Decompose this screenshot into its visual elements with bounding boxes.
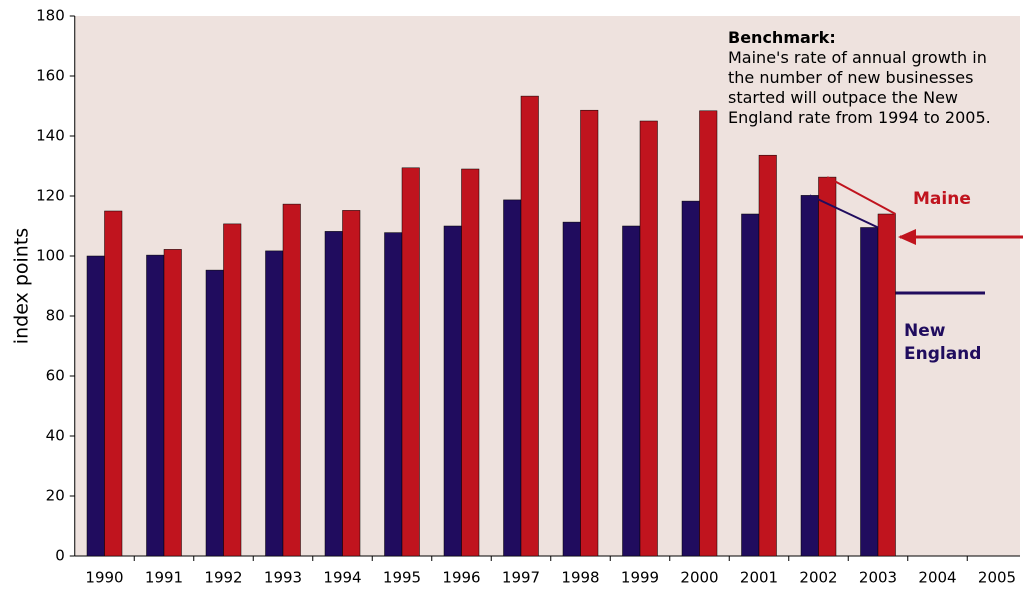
x-tick-label: 1993 xyxy=(264,569,302,587)
arrow-head xyxy=(898,229,916,245)
trend-line xyxy=(809,194,879,229)
annotation-line: England rate from 1994 to 2005. xyxy=(728,108,991,127)
x-tick-label: 1994 xyxy=(323,569,361,587)
bar xyxy=(520,95,539,557)
x-tick-label: 2004 xyxy=(918,569,956,587)
annotation-line: started will outpace the New xyxy=(728,88,958,107)
bar xyxy=(860,227,879,557)
trend-line xyxy=(826,176,896,215)
y-tick-label: 140 xyxy=(36,127,65,145)
x-tick-label: 1991 xyxy=(145,569,183,587)
x-tick-label: 2005 xyxy=(978,569,1016,587)
bar xyxy=(818,176,837,557)
annotation-title: Benchmark: xyxy=(728,28,836,47)
bar xyxy=(681,200,700,557)
y-tick-label: 180 xyxy=(36,7,65,25)
y-tick-label: 80 xyxy=(46,307,65,325)
bar xyxy=(758,154,777,557)
bar xyxy=(580,109,599,557)
bar xyxy=(639,120,658,557)
bar xyxy=(401,167,420,557)
bar xyxy=(699,110,718,557)
bar xyxy=(622,225,641,557)
bar xyxy=(503,199,522,557)
x-tick-label: 1997 xyxy=(502,569,540,587)
bar xyxy=(324,231,343,557)
x-tick-label: 1996 xyxy=(442,569,480,587)
bar xyxy=(146,254,165,557)
y-tick-label: 100 xyxy=(36,247,65,265)
y-axis-label: index points xyxy=(11,228,33,344)
x-tick-label: 1990 xyxy=(85,569,123,587)
bar xyxy=(443,225,462,557)
y-tick-label: 60 xyxy=(46,367,65,385)
bar xyxy=(282,203,301,557)
y-tick-label: 20 xyxy=(46,487,65,505)
annotation-line: Maine's rate of annual growth in xyxy=(728,48,987,67)
annotation: Benchmark: Maine's rate of annual growth… xyxy=(728,28,991,128)
x-tick-label: 1992 xyxy=(204,569,242,587)
bar xyxy=(163,249,182,557)
y-tick-label: 120 xyxy=(36,187,65,205)
x-tick-label: 1998 xyxy=(561,569,599,587)
bar xyxy=(741,213,760,557)
bar xyxy=(86,255,105,557)
bar xyxy=(104,210,123,557)
annotation-body: Maine's rate of annual growth in the numb… xyxy=(728,48,991,128)
bar xyxy=(205,269,224,557)
x-tick-label: 2002 xyxy=(799,569,837,587)
x-tick-label: 1995 xyxy=(383,569,421,587)
bar xyxy=(562,221,581,557)
bar xyxy=(223,223,242,557)
x-tick-label: 2001 xyxy=(740,569,778,587)
legend-label: New England xyxy=(904,321,982,364)
bar xyxy=(800,195,819,557)
y-tick-label: 160 xyxy=(36,67,65,85)
x-tick-label: 2003 xyxy=(859,569,897,587)
annotation-line: the number of new businesses xyxy=(728,68,974,87)
y-tick-label: 0 xyxy=(55,547,65,565)
y-tick-label: 40 xyxy=(46,427,65,445)
bar xyxy=(265,250,284,557)
bar xyxy=(342,210,361,557)
bar xyxy=(877,213,896,557)
bar xyxy=(384,232,403,557)
bar xyxy=(461,168,480,557)
legend-label: Maine xyxy=(913,189,971,209)
x-tick-label: 1999 xyxy=(621,569,659,587)
x-tick-label: 2000 xyxy=(680,569,718,587)
